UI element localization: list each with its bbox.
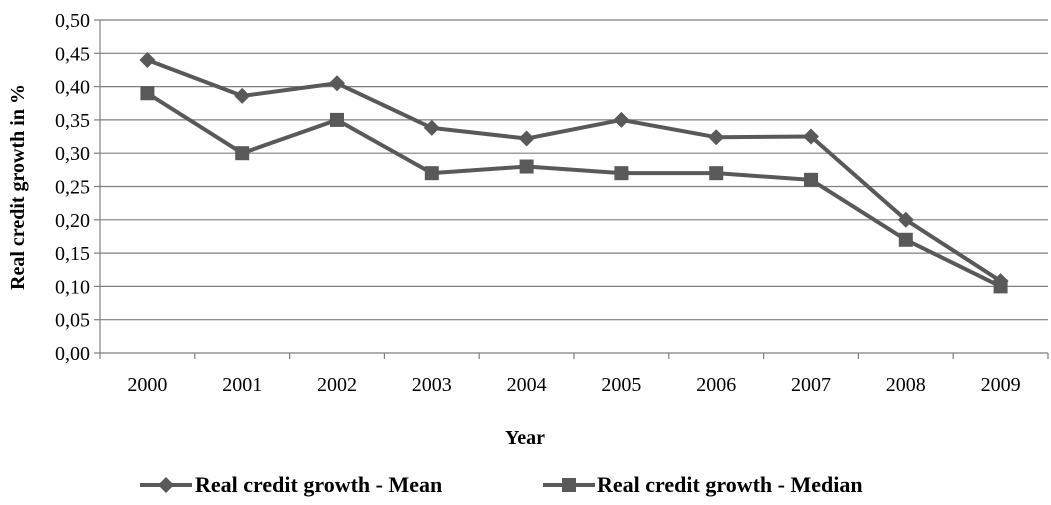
data-point-diamond [708,129,725,146]
y-tick-label: 0,40 [55,77,90,99]
data-point-square [519,159,534,174]
data-point-square [140,86,155,101]
data-point-diamond [897,211,914,228]
legend-label: Real credit growth - Mean [195,472,442,497]
data-point-diamond [613,111,630,128]
legend-item: Real credit growth - Mean [140,472,442,497]
data-point-square [562,478,576,492]
x-tick-label: 2001 [222,374,262,396]
y-tick-label: 0,00 [55,343,90,365]
data-point-square [614,166,629,181]
y-tick-label: 0,50 [55,10,90,32]
x-tick-labels: 2000 2001 2002 2003 2004 2005 2006 2007 2008 2009 [127,374,1020,396]
data-point-square [804,172,818,187]
series-median [140,86,1008,294]
data-point-square [424,166,439,181]
axes [94,19,1049,359]
data-point-square [898,232,913,247]
y-tick-label: 0,35 [55,110,90,132]
x-tick-label: 2002 [317,374,357,396]
data-point-diamond [329,75,345,92]
data-point-diamond [234,87,251,104]
y-tick-label: 0,30 [55,143,90,165]
x-tick-label: 2000 [127,374,167,396]
data-point-square [993,279,1008,294]
y-tick-label: 0,10 [55,276,90,298]
y-tick-labels: 0,00 0,05 0,10 0,15 0,20 0,25 0,30 0,35 0,40 0,45… [55,10,90,365]
data-point-diamond [518,130,535,147]
series-mean [139,51,1009,290]
x-tick-label: 2007 [791,374,831,396]
gridlines [100,19,1048,321]
y-tick-label: 0,15 [55,243,90,265]
legend-item: Real credit growth - Median [543,472,863,497]
y-tick-label: 0,20 [55,210,90,232]
y-tick-label: 0,25 [55,177,90,199]
x-tick-label: 2005 [601,374,641,396]
series-line [146,91,1002,289]
data-point-diamond [139,51,156,68]
series-group [139,51,1009,294]
data-point-square [235,146,250,161]
x-tick-label: 2008 [886,374,926,396]
legend: Real credit growth - Mean Real credit gro… [140,472,863,497]
x-tick-label: 2006 [696,374,736,396]
series-line [146,58,1002,283]
legend-label: Real credit growth - Median [597,472,863,497]
x-tick-label: 2009 [981,374,1021,396]
data-point-square [330,112,344,127]
y-tick-label: 0,45 [55,43,90,65]
data-point-diamond [423,119,440,136]
x-tick-label: 2004 [507,374,547,396]
y-tick-label: 0,05 [55,310,90,332]
data-point-diamond [803,128,819,145]
x-tick-label: 2003 [412,374,452,396]
data-point-square [709,166,724,181]
x-axis-title: Year [505,427,545,449]
y-axis-title: Real credit growth in % [7,84,29,290]
data-point-diamond [158,477,174,493]
